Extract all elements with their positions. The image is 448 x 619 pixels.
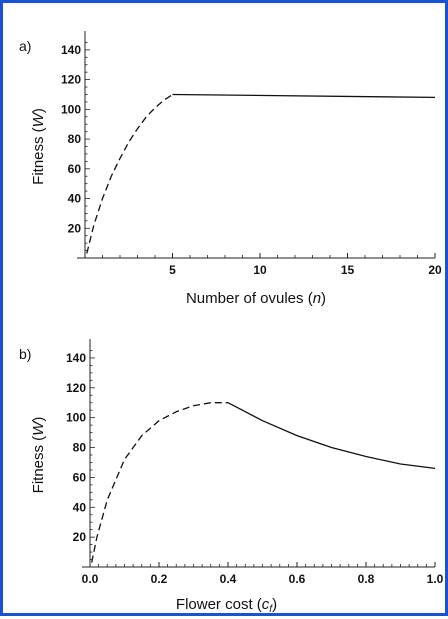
- x-axis-label: Flower cost (cf): [176, 596, 277, 615]
- solid-curve: [172, 93, 436, 99]
- x-tick-label: 0.2: [151, 572, 168, 586]
- y-tick-label: 20: [68, 221, 82, 235]
- x-tick-label: 1.0: [427, 572, 444, 586]
- y-tick-label: 20: [73, 530, 87, 544]
- x-tick-label: 0.6: [289, 572, 306, 586]
- x-tick-label: 20: [428, 263, 442, 277]
- x-tick-label: 15: [341, 263, 355, 277]
- y-axis-label: Fitness (W): [30, 108, 47, 185]
- x-tick-label: 0.0: [82, 572, 99, 586]
- y-tick-label: 40: [73, 500, 87, 514]
- y-tick-label: 140: [66, 351, 86, 365]
- y-tick-label: 60: [68, 162, 82, 176]
- y-tick-label: 120: [61, 73, 81, 87]
- panel-label: b): [19, 346, 31, 362]
- y-tick-label: 80: [68, 132, 82, 146]
- y-tick-label: 100: [61, 102, 81, 116]
- y-tick-label: 60: [73, 470, 87, 484]
- x-tick-label: 0.8: [358, 572, 375, 586]
- x-tick-label: 10: [253, 263, 267, 277]
- panel-label: a): [19, 38, 31, 54]
- x-axis-label: Number of ovules (n): [186, 290, 326, 307]
- y-tick-label: 140: [61, 43, 81, 57]
- y-axis-label: Fitness (W): [30, 417, 47, 494]
- figure-canvas: a) 20 40 60 80 100 120 140 5 10 15 20 Number of ovul…: [19, 31, 444, 615]
- x-tick-label: 5: [169, 263, 176, 277]
- y-tick-label: 100: [66, 411, 86, 425]
- dashed-curve: [91, 402, 228, 563]
- y-tick-label: 120: [66, 381, 86, 395]
- y-tick-label: 40: [68, 192, 82, 206]
- y-tick-label: 80: [73, 441, 87, 455]
- x-tick-label: 0.4: [220, 572, 237, 586]
- dashed-curve: [86, 93, 173, 254]
- solid-curve: [227, 402, 436, 470]
